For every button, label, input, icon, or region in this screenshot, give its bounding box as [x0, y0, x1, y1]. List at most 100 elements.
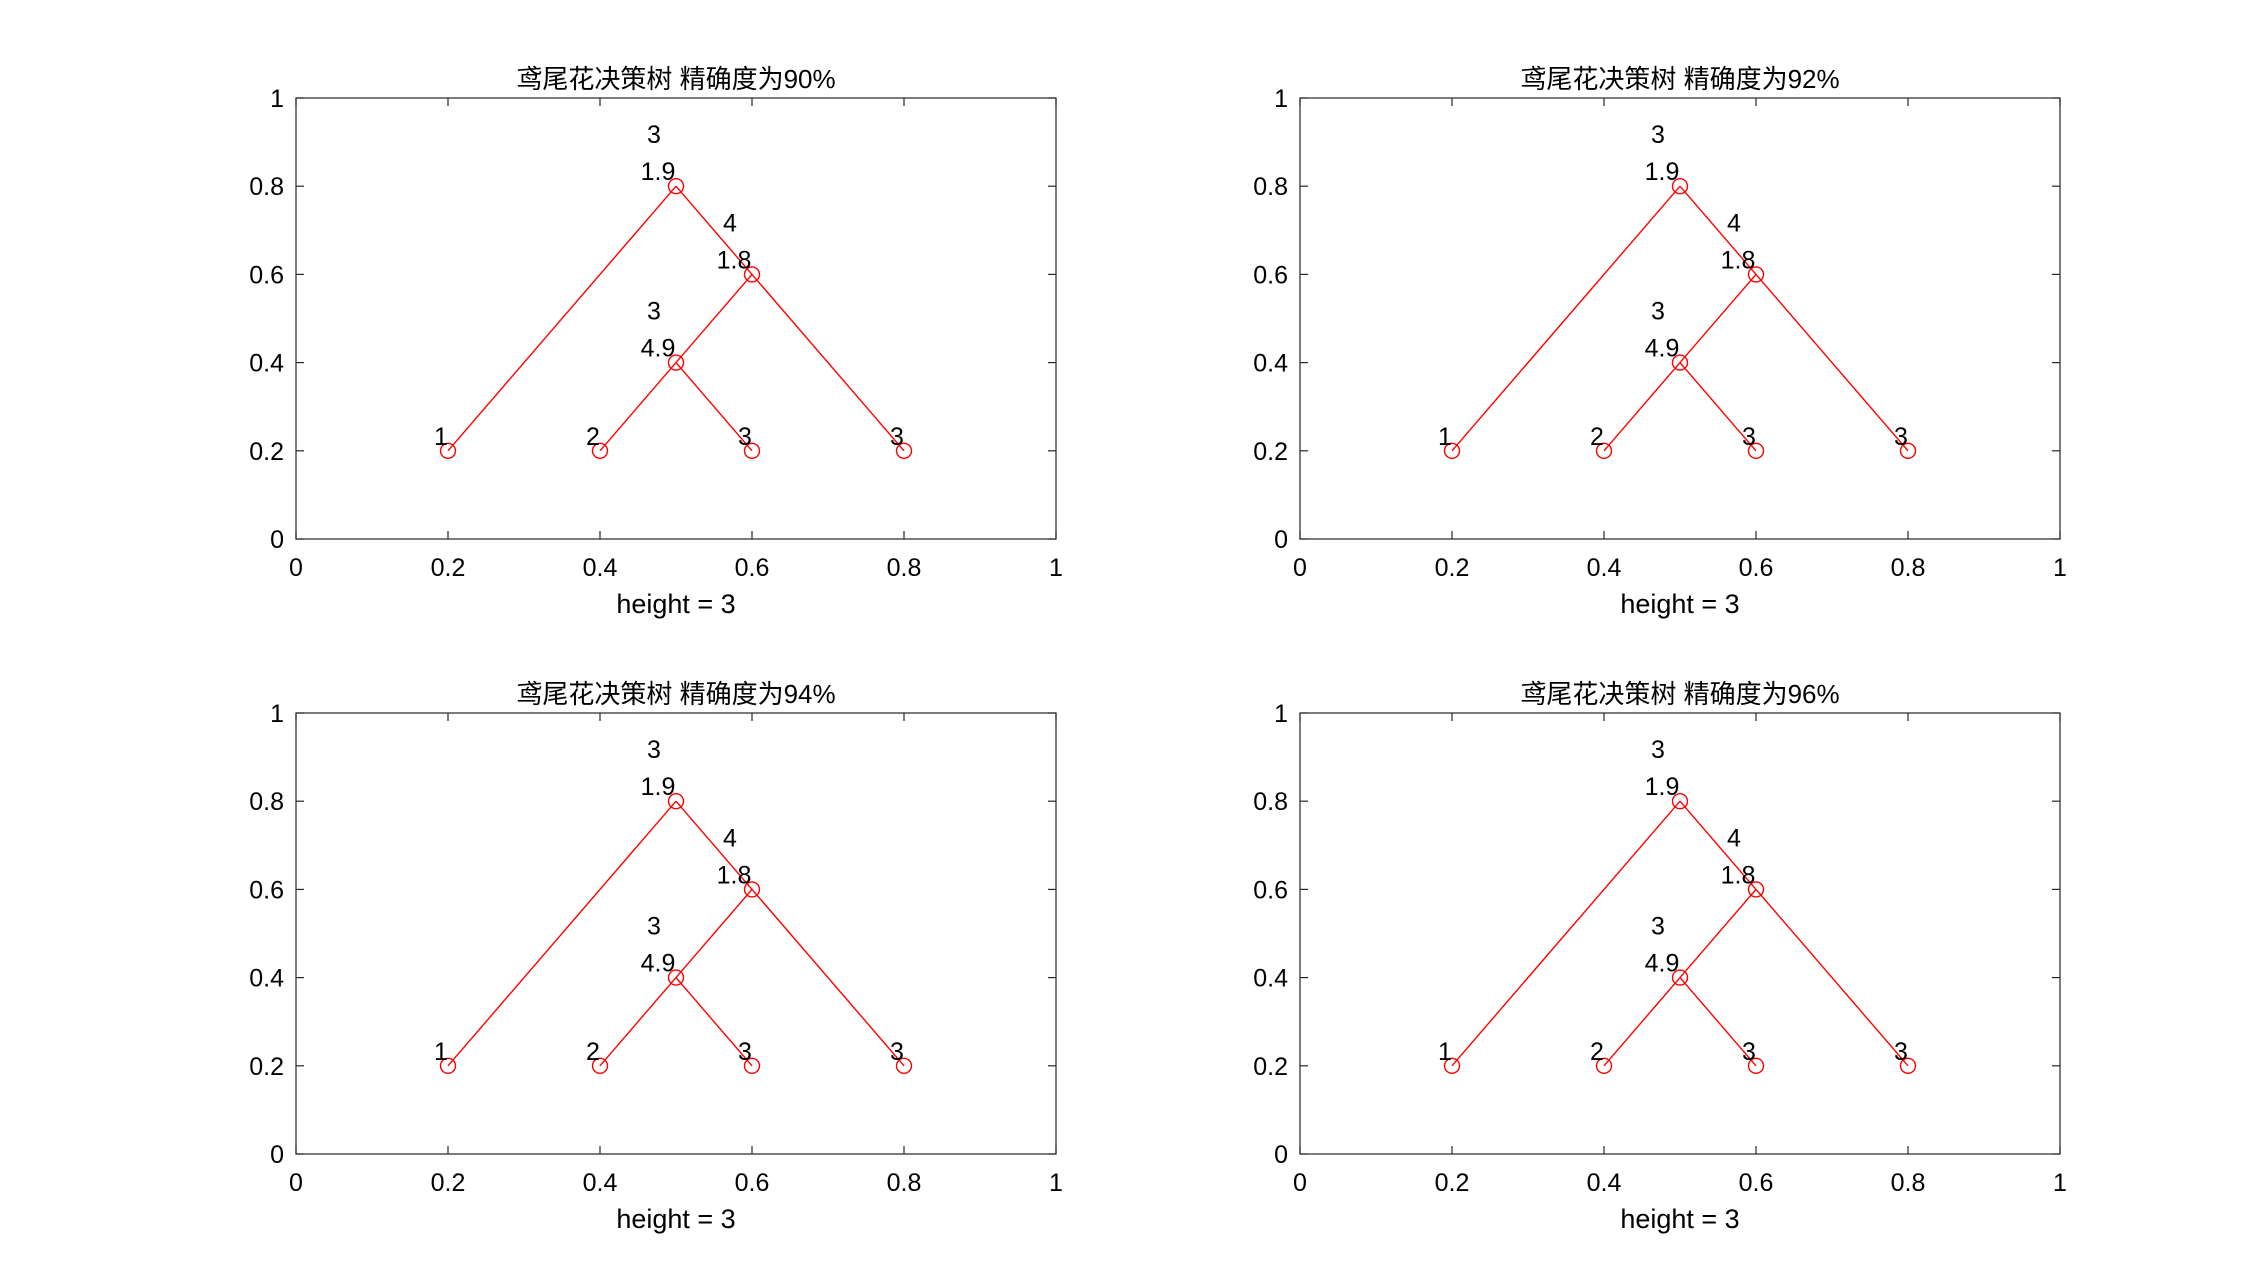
chart-title: 鸢尾花决策树 精确度为92%	[1520, 64, 1839, 94]
y-tick-label: 1	[1274, 85, 1288, 113]
tree-node-marker	[1443, 442, 1461, 459]
tree-edge	[1755, 273, 1909, 452]
tree-node-marker	[1747, 1057, 1765, 1075]
axes-box	[1299, 712, 2061, 1155]
axes-box	[295, 712, 1057, 1155]
tree-node-marker	[1671, 969, 1689, 986]
leaf-class-label: 3	[1742, 1038, 1756, 1066]
tree-edge	[1451, 185, 1681, 452]
y-tick-label: 0	[1274, 526, 1288, 554]
chart-title: 鸢尾花决策树 精确度为96%	[1520, 679, 1839, 709]
leaf-class-label: 3	[738, 1038, 752, 1066]
y-tick-label: 0.4	[1253, 350, 1288, 378]
y-tick-label: 0.4	[249, 965, 284, 993]
tree-node-marker	[439, 1057, 457, 1075]
y-tick-label: 0.2	[249, 1053, 284, 1081]
x-tick-label: 0.8	[887, 1169, 922, 1197]
tree-node-marker	[1671, 354, 1689, 371]
leaf-class-label: 2	[1590, 423, 1604, 451]
node-threshold-label: 4.9	[641, 950, 676, 978]
node-feature-label: 3	[1651, 913, 1665, 941]
y-tick-label: 0.8	[249, 173, 284, 201]
y-tick-label: 0	[270, 526, 284, 554]
chart-title: 鸢尾花决策树 精确度为94%	[516, 679, 835, 709]
x-tick-label: 1	[2053, 1169, 2067, 1197]
x-tick-label: 0.6	[1739, 554, 1774, 582]
node-feature-label: 3	[1651, 298, 1665, 326]
tree-node-marker	[667, 177, 685, 195]
tree-edge	[599, 362, 677, 452]
tree-node-marker	[1671, 793, 1689, 810]
tree-node-marker	[1747, 266, 1765, 283]
node-threshold-label: 1.8	[1721, 246, 1756, 274]
node-feature-label: 3	[647, 298, 661, 326]
tree-node-marker	[1899, 442, 1917, 459]
x-tick-label: 0	[289, 1169, 303, 1197]
node-threshold-label: 4.9	[1645, 335, 1680, 363]
y-tick-label: 0.2	[1253, 438, 1288, 466]
node-threshold-label: 1.9	[641, 773, 676, 801]
tree-edge	[675, 800, 753, 890]
y-tick-label: 0.8	[1253, 173, 1288, 201]
tree-node-marker	[743, 266, 761, 283]
node-threshold-label: 4.9	[641, 335, 676, 363]
y-tick-label: 0.2	[1253, 1053, 1288, 1081]
axes-box	[295, 97, 1057, 540]
x-tick-label: 0.2	[431, 1169, 466, 1197]
node-feature-label: 4	[723, 209, 737, 237]
node-feature-label: 3	[647, 913, 661, 941]
y-tick-label: 0.6	[249, 876, 284, 904]
node-feature-label: 3	[1651, 121, 1665, 149]
y-tick-label: 0.6	[1253, 261, 1288, 289]
x-tick-label: 0.6	[1739, 1169, 1774, 1197]
node-feature-label: 4	[723, 824, 737, 852]
x-axis-label: height = 3	[1620, 589, 1739, 619]
node-feature-label: 3	[647, 736, 661, 764]
x-tick-label: 0.8	[1891, 554, 1926, 582]
leaf-class-label: 3	[1742, 423, 1756, 451]
leaf-class-label: 1	[1438, 1038, 1452, 1066]
chart-title: 鸢尾花决策树 精确度为90%	[516, 64, 835, 94]
y-tick-label: 0	[270, 1141, 284, 1169]
tree-edge	[1603, 362, 1681, 452]
tree-edge	[1755, 888, 1909, 1067]
axes-box	[1299, 97, 2061, 540]
tree-node-marker	[591, 442, 609, 459]
y-tick-label: 1	[270, 700, 284, 728]
y-tick-label: 0.6	[249, 261, 284, 289]
x-tick-label: 0	[1293, 554, 1307, 582]
y-tick-label: 0.6	[1253, 876, 1288, 904]
x-tick-label: 0.6	[735, 554, 770, 582]
tree-node-marker	[667, 793, 685, 810]
tree-edge	[1679, 888, 1757, 979]
node-feature-label: 3	[647, 121, 661, 149]
x-tick-label: 1	[2053, 554, 2067, 582]
node-threshold-label: 1.8	[1721, 861, 1756, 889]
node-threshold-label: 1.8	[717, 861, 752, 889]
tree-node-marker	[439, 442, 457, 459]
tree-node-marker	[591, 1057, 609, 1075]
tree-node-marker	[1671, 177, 1689, 195]
tree-edge	[447, 185, 677, 452]
tree-edge	[1679, 273, 1757, 364]
y-tick-label: 1	[270, 85, 284, 113]
x-tick-label: 0.8	[1891, 1169, 1926, 1197]
tree-edge	[1603, 977, 1681, 1067]
chart-panel: 0 0.2 0.4 0.6 0.8 1 0 0.2 0.4 0.6 0.8 1 鸢尾花决策树 精确度为9…	[249, 64, 1063, 619]
tree-edge	[599, 977, 677, 1067]
tree-node-marker	[1747, 442, 1765, 459]
leaf-class-label: 2	[586, 423, 600, 451]
leaf-class-label: 2	[586, 1038, 600, 1066]
tree-node-marker	[743, 442, 761, 459]
leaf-class-label: 2	[1590, 1038, 1604, 1066]
tree-edge	[1679, 800, 1757, 890]
x-tick-label: 1	[1049, 1169, 1063, 1197]
x-tick-label: 0.2	[431, 554, 466, 582]
node-threshold-label: 1.9	[641, 158, 676, 186]
tree-edge	[447, 800, 677, 1067]
tree-edge	[1451, 800, 1681, 1067]
x-tick-label: 0	[1293, 1169, 1307, 1197]
tree-edge	[751, 273, 905, 452]
leaf-class-label: 3	[1894, 423, 1908, 451]
